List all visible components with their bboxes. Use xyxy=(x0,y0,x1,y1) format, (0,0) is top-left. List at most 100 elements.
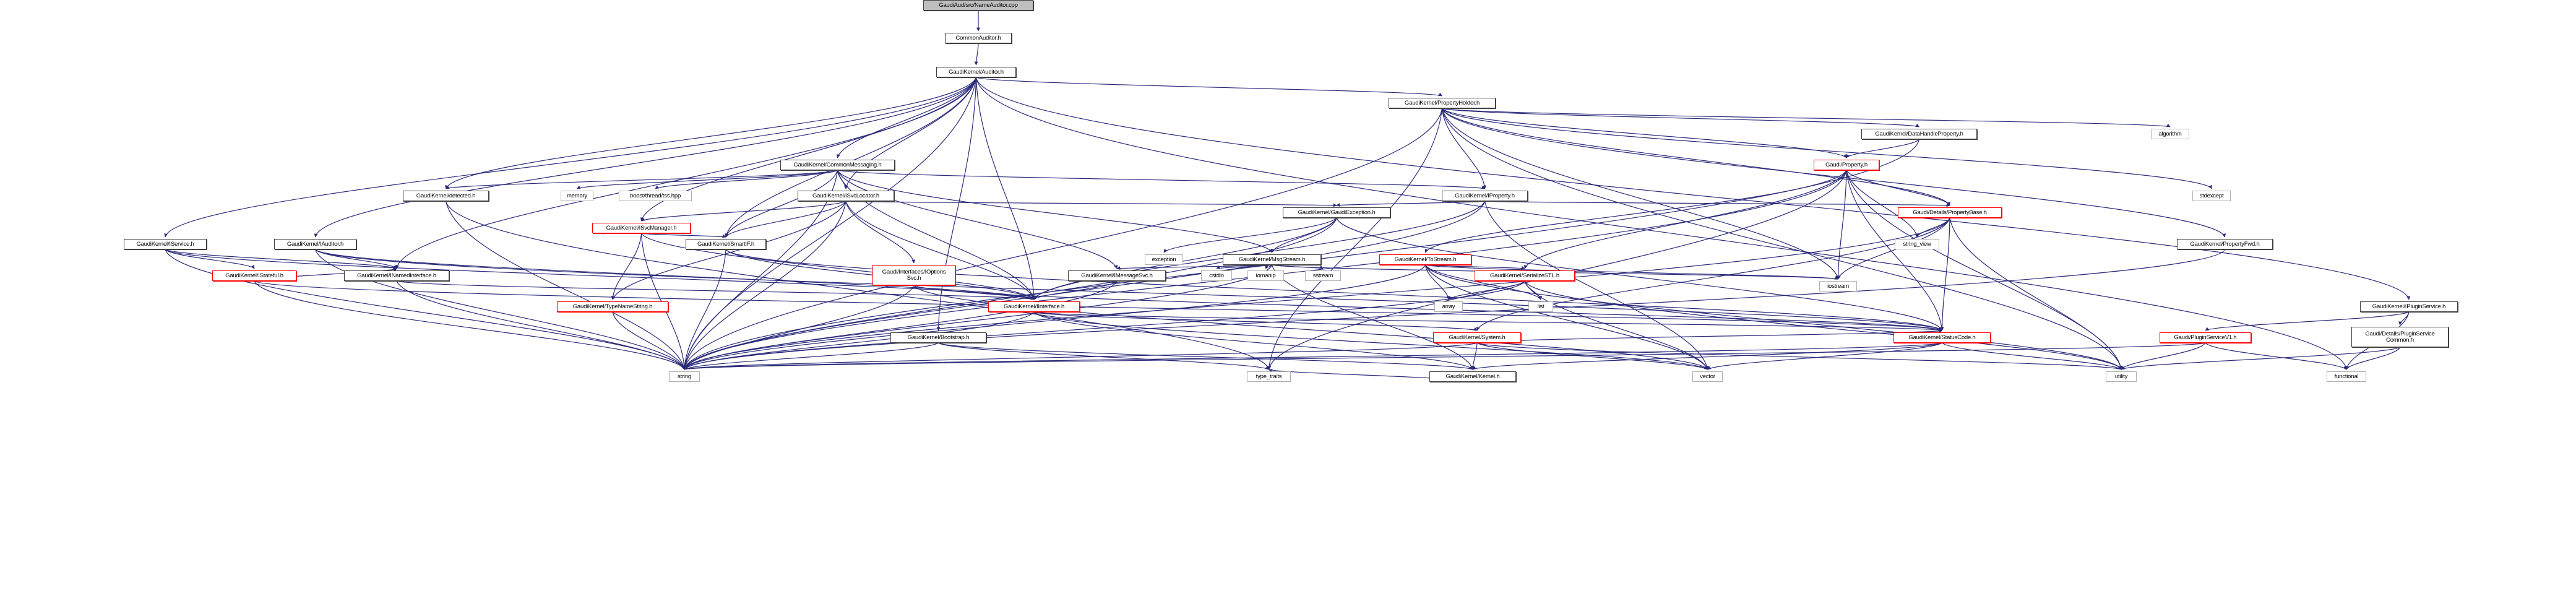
graph-node-n36[interactable]: array xyxy=(1434,301,1463,312)
graph-edge xyxy=(641,201,846,222)
graph-edge xyxy=(683,264,1273,370)
graph-node-n38[interactable]: GaudiKernel/IPluginService.h xyxy=(2360,301,2458,312)
graph-edge xyxy=(938,342,1269,370)
graph-edge xyxy=(1272,264,1324,269)
graph-edge xyxy=(845,201,916,264)
graph-edge xyxy=(975,77,2348,370)
graph-node-n20[interactable]: GaudiKernel/IAuditor.h xyxy=(274,239,356,249)
graph-edge xyxy=(725,170,838,238)
graph-node-n30[interactable]: iomanip xyxy=(1247,270,1284,281)
graph-edge xyxy=(684,342,939,370)
graph-edge xyxy=(1523,170,1847,269)
graph-edge xyxy=(975,77,2411,300)
graph-edge xyxy=(845,201,1337,207)
graph-edge xyxy=(1441,108,2226,238)
graph-edge xyxy=(683,77,977,370)
graph-node-n19[interactable]: GaudiKernel/IService.h xyxy=(124,239,207,249)
graph-edge xyxy=(1484,201,1709,370)
graph-edge xyxy=(445,201,1270,370)
graph-node-n23[interactable]: GaudiKernel/MsgStream.h xyxy=(1223,254,1321,265)
graph-node-n33[interactable]: iostream xyxy=(1819,281,1857,292)
graph-edge xyxy=(1441,108,2123,370)
graph-node-n22[interactable]: exception xyxy=(1145,254,1183,265)
graph-edge xyxy=(1949,217,2123,370)
graph-node-n9[interactable]: memory xyxy=(561,191,593,201)
graph-node-n18[interactable]: string_view xyxy=(1895,239,1939,249)
graph-edge xyxy=(655,170,838,189)
graph-edge xyxy=(837,170,848,189)
graph-node-n17[interactable]: GaudiKernel/SmartIF.h xyxy=(686,239,766,249)
graph-edge xyxy=(1476,342,1708,370)
graph-node-n27[interactable]: Gaudi/Interfaces/IOptions Svc.h xyxy=(872,265,955,285)
graph-edge xyxy=(641,233,726,238)
graph-node-n2[interactable]: GaudiKernel/Auditor.h xyxy=(936,67,1016,77)
graph-node-n5[interactable]: algorithm xyxy=(2151,129,2189,139)
graph-edge xyxy=(1033,280,1118,300)
graph-node-n10[interactable]: boost/thread/tss.hpp xyxy=(619,191,692,201)
graph-node-n47[interactable]: vector xyxy=(1692,371,1723,382)
graph-edge xyxy=(1033,311,1473,370)
graph-node-n4[interactable]: GaudiKernel/DataHandleProperty.h xyxy=(1861,129,1977,139)
graph-node-n21[interactable]: GaudiKernel/PropertyFwd.h xyxy=(2177,239,2273,249)
graph-node-n26[interactable]: GaudiKernel/INamedInterface.h xyxy=(344,270,449,281)
graph-node-n6[interactable]: GaudiKernel/CommonMessaging.h xyxy=(780,160,895,170)
graph-node-n3[interactable]: GaudiKernel/PropertyHolder.h xyxy=(1389,98,1496,108)
graph-edge xyxy=(1846,170,1919,238)
graph-edge xyxy=(2345,347,2401,370)
graph-node-n35[interactable]: GaudiKernel/IInterface.h xyxy=(988,301,1080,312)
graph-node-n28[interactable]: GaudiKernel/IMessageSvc.h xyxy=(1068,270,1166,281)
graph-node-n0[interactable]: GaudiAud/src/NameAuditor.cpp xyxy=(923,0,1033,11)
graph-node-n45[interactable]: type_traits xyxy=(1247,371,1291,382)
graph-node-n14[interactable]: GaudiKernel/ISvcManager.h xyxy=(592,223,691,233)
graph-edge xyxy=(165,249,397,269)
graph-edge xyxy=(1476,329,1943,343)
graph-edge xyxy=(1033,311,1708,370)
graph-edge xyxy=(1476,342,2122,370)
graph-node-n40[interactable]: GaudiKernel/System.h xyxy=(1433,332,1521,343)
graph-edge xyxy=(2205,342,2347,370)
graph-edge xyxy=(1836,170,1847,280)
graph-node-n24[interactable]: GaudiKernel/ToStream.h xyxy=(1379,254,1471,265)
graph-edge xyxy=(1442,108,1847,158)
graph-edge xyxy=(1471,342,1478,370)
graph-edge xyxy=(314,77,977,238)
graph-node-n41[interactable]: GaudiKernel/StatusCode.h xyxy=(1893,332,1991,343)
graph-node-n11[interactable]: GaudiKernel/ISvcLocator.h xyxy=(798,191,894,201)
graph-edge xyxy=(725,201,846,238)
graph-node-n37[interactable]: list xyxy=(1528,301,1553,312)
graph-node-n46[interactable]: GaudiKernel/Kernel.h xyxy=(1429,371,1516,382)
graph-node-n31[interactable]: sstream xyxy=(1305,270,1341,281)
graph-edge xyxy=(2121,342,2206,370)
graph-edge xyxy=(1442,108,2171,127)
graph-node-n48[interactable]: utility xyxy=(2106,371,2137,382)
graph-node-n49[interactable]: functional xyxy=(2327,371,2366,382)
graph-node-n39[interactable]: GaudiKernel/Bootstrap.h xyxy=(890,332,986,343)
graph-node-n44[interactable]: string xyxy=(669,371,700,382)
graph-edge xyxy=(1940,217,1950,331)
graph-node-n25[interactable]: GaudiKernel/IStateful.h xyxy=(212,270,296,281)
graph-node-n1[interactable]: CommonAuditor.h xyxy=(945,33,1012,43)
graph-node-n12[interactable]: GaudiKernel/IProperty.h xyxy=(1442,191,1528,201)
graph-edge xyxy=(1116,264,1272,270)
graph-edge xyxy=(2398,311,2410,326)
graph-node-n15[interactable]: GaudiKernel/GaudiException.h xyxy=(1283,207,1390,218)
graph-node-n16[interactable]: Gaudi/Details/PropertyBase.h xyxy=(1898,207,2002,218)
graph-node-n32[interactable]: GaudiKernel/SerializeSTL.h xyxy=(1475,270,1575,281)
graph-edge xyxy=(683,108,1443,370)
graph-edge xyxy=(936,77,977,331)
graph-edge xyxy=(1441,108,2212,189)
graph-edge xyxy=(1448,280,1525,300)
graph-node-n34[interactable]: GaudiKernel/TypeNameString.h xyxy=(557,301,668,312)
graph-node-n42[interactable]: Gaudi/PluginServiceV1.h xyxy=(2160,332,2251,343)
graph-node-n29[interactable]: cstdio xyxy=(1201,270,1232,281)
graph-node-n13[interactable]: stdexcept xyxy=(2192,191,2231,201)
graph-edge xyxy=(1336,217,1943,331)
graph-edge xyxy=(2121,347,2400,370)
graph-node-n43[interactable]: Gaudi/Details/PluginService Common.h xyxy=(2351,327,2449,347)
graph-edge xyxy=(1033,311,1478,331)
graph-node-n7[interactable]: Gaudi/Property.h xyxy=(1814,160,1879,170)
graph-node-n8[interactable]: GaudiKernel/detected.h xyxy=(403,191,489,201)
graph-edge xyxy=(1442,108,1920,127)
